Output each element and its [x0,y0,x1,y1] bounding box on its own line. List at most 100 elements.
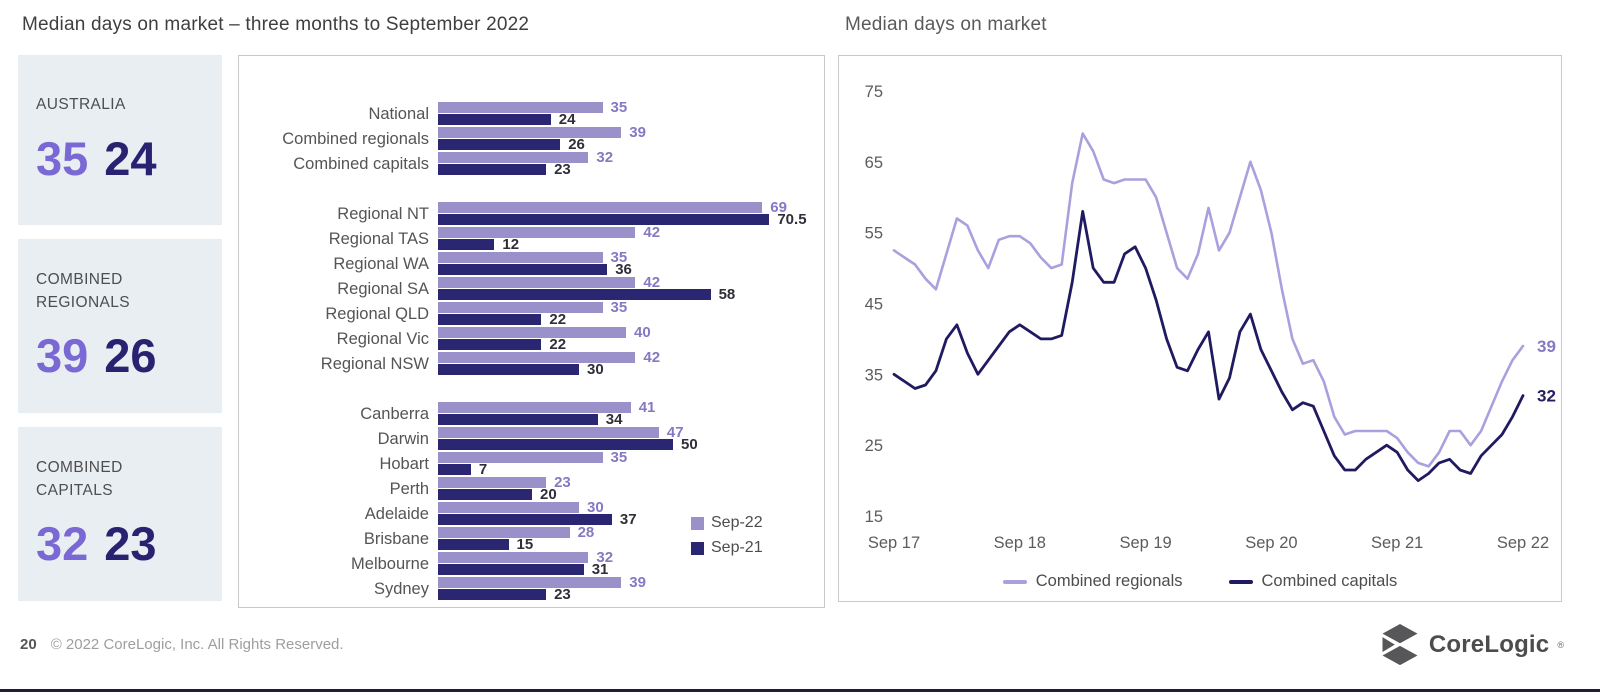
sep21-bar [438,514,612,525]
y-axis-tick: 45 [865,296,883,314]
bar-row: Combined capitals 32 23 [239,149,824,178]
y-axis-tick: 15 [865,508,883,526]
bar-category-label: Combined capitals [293,155,429,173]
bar-line: 23 [438,161,824,178]
bar-line: 35 [438,99,824,116]
sep21-value-label: 50 [681,436,698,453]
legend-item-sep22: Sep-22 [691,514,763,532]
sep21-bar [438,264,608,275]
sep21-swatch-icon [691,541,704,555]
legend-label: Combined capitals [1261,572,1398,590]
sep22-bar [438,527,570,538]
capitals-line-swatch-icon [1228,579,1253,584]
bar-row: Regional NT 69 70.5 [239,199,824,228]
y-axis-tick: 75 [865,83,883,101]
bar-row: Canberra 41 34 [239,399,824,428]
bar-group: Canberra 41 34 Darwin 47 50 Hobart 35 7 Perth 23 20… [239,399,824,603]
bar-pair: 30 37 [438,499,824,528]
series-end-value-label: 39 [1537,337,1556,356]
bar-line: 15 [438,536,824,553]
x-axis-tick: Sep 17 [868,534,920,552]
sep21-bar [438,589,547,600]
sep21-bar [438,489,532,500]
bar-pair: 23 20 [438,474,824,503]
sep22-value-label: 42 [643,274,661,291]
sep21-value-label: 34 [605,411,623,428]
bar-pair: 42 58 [438,274,824,303]
sep21-value-label: 22 [549,311,567,328]
sep22-value-label: 35 [610,449,628,466]
bar-line: 26 [438,136,824,153]
bar-line: 58 [438,286,824,303]
bar-row: Regional WA 35 36 [239,249,824,278]
sep22-value-label: 47 [666,424,684,441]
bar-row: Perth 23 20 [239,474,824,503]
bar-line: 41 [438,399,824,416]
legend-item-combined-capitals: Combined capitals [1228,572,1398,591]
sep21-value-label: 23 [554,161,571,178]
bar-category-label: Darwin [377,430,429,448]
bar-row: Combined regionals 39 26 [239,124,824,153]
legend-label: Sep-21 [711,539,763,556]
bar-category-label: Adelaide [364,505,429,523]
sep22-bar [438,202,763,213]
sep22-bar [438,427,659,438]
bar-category-label: Hobart [379,455,429,473]
bar-line: 32 [438,149,824,166]
line-chart-title: Median days on market [845,14,1047,35]
bar-chart-title: Median days on market – three months to … [22,14,530,35]
sep22-value-label: 35 [610,249,628,266]
y-axis-tick: 35 [865,366,883,384]
bar-line: 23 [438,586,824,603]
sep21-value-label: 58 [718,286,736,303]
bar-row: National 35 24 [239,99,824,128]
sep22-bar [438,352,636,363]
bar-line: 30 [438,499,824,516]
x-axis-tick: Sep 22 [1497,534,1549,552]
sep21-value-label: 37 [619,511,637,528]
bottom-accent-bar [0,689,1600,692]
sep22-bar [438,152,589,163]
sep21-value-label: 26 [568,136,585,153]
bar-category-label: National [368,105,429,123]
bar-line: 37 [438,511,824,528]
sep22-bar [438,127,622,138]
series-line-1 [892,209,1525,483]
sep22-bar [438,452,603,463]
bar-pair: 40 22 [438,324,824,353]
bar-line: 50 [438,436,824,453]
sep22-swatch-icon [691,516,704,530]
bar-pair: 47 50 [438,424,824,453]
sep21-value-label: 22 [549,336,567,353]
bar-line: 32 [438,549,824,566]
sep21-bar [438,114,551,125]
sep21-bar [438,339,542,350]
sep22-value-label: 39 [629,574,646,591]
corelogic-mark-icon [1382,624,1418,666]
series-end-value-label: 32 [1537,387,1556,406]
bar-pair: 42 12 [438,224,824,253]
bar-chart-legend: Sep-22 Sep-21 [691,514,763,557]
bar-line: 69 [438,199,824,216]
bar-category-label: Canberra [360,405,429,423]
bar-category-label: Regional WA [333,255,429,273]
sep21-value-label: 31 [591,561,609,578]
bar-group: National 35 24 Combined regionals 39 26 Combin… [239,99,824,178]
bar-group: Regional NT 69 70.5 Regional TAS 42 12 Regiona… [239,199,824,378]
line-chart-panel: 75 65 55 45 35 25 15 Sep 17 Sep 18 Sep 19 Sep 20 Se… [838,55,1562,602]
stat-card-label: COMBINED REGIONALS [36,271,131,311]
bar-line: 42 [438,274,824,291]
sep22-bar [438,277,636,288]
bar-pair: 35 22 [438,299,824,328]
bar-line: 34 [438,411,824,428]
stat-prior-value: 23 [104,516,157,570]
line-chart-svg: 75 65 55 45 35 25 15 Sep 17 Sep 18 Sep 19 Sep 20 Se… [865,83,1556,552]
sep21-value-label: 12 [502,236,520,253]
stat-prior-value: 24 [104,131,157,185]
bar-category-label: Regional Vic [336,330,429,348]
stat-current-value: 35 [36,131,89,185]
sep21-value-label: 30 [587,361,604,378]
bar-line: 30 [438,361,824,378]
stat-card-australia: AUSTRALIA 35 24 [18,55,222,225]
stat-current-value: 39 [36,328,89,382]
